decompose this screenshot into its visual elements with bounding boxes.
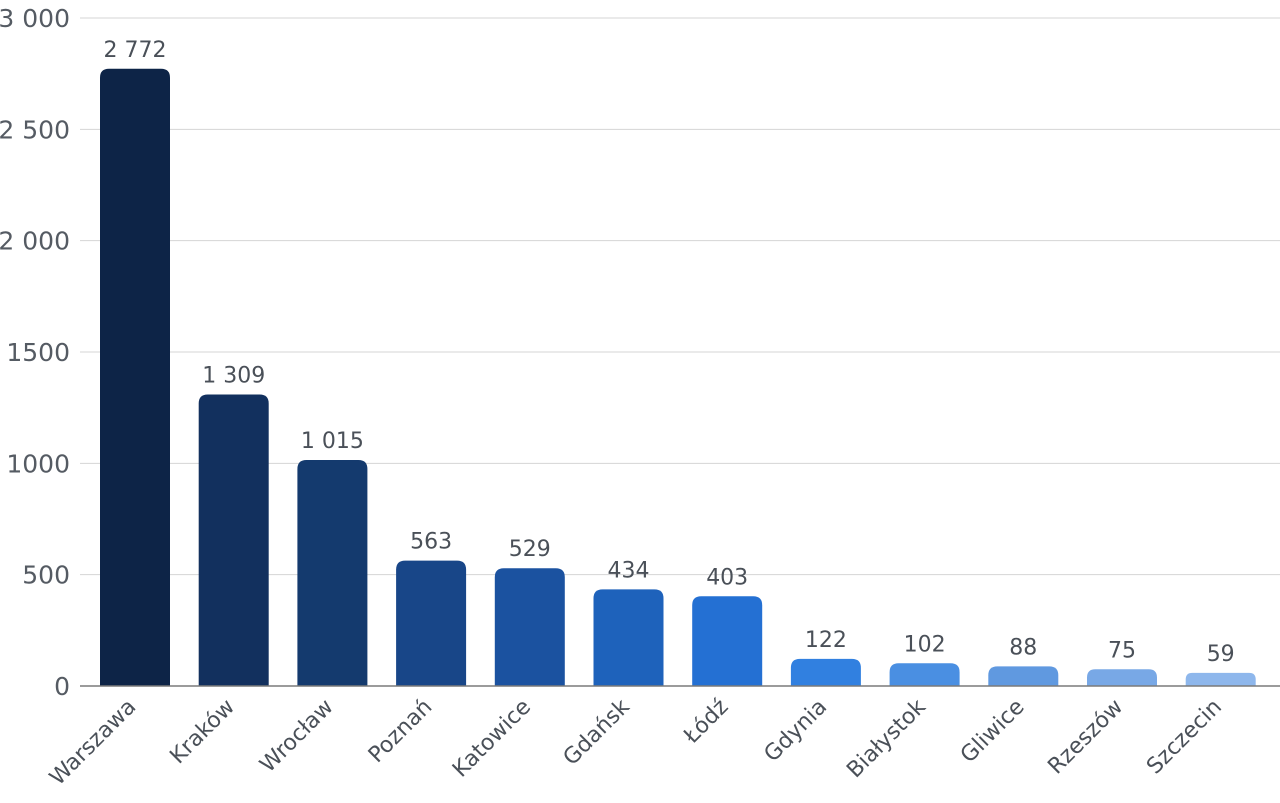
bar [297, 459, 368, 686]
y-tick-label: 1500 [6, 338, 70, 367]
x-category-label: Szczecin [1142, 695, 1227, 780]
x-category-label: Łódź [679, 695, 734, 750]
data-label: 102 [904, 632, 946, 657]
x-category-label: Gdynia [760, 695, 833, 768]
gridlines [80, 17, 1280, 576]
bar [1087, 669, 1157, 686]
bar [988, 666, 1059, 686]
x-category-label: Wrocław [255, 695, 338, 778]
x-category-label: Katowice [448, 695, 536, 783]
data-label: 2 772 [104, 38, 167, 63]
x-category-label: Rzeszów [1044, 695, 1129, 780]
bar [889, 663, 960, 686]
data-labels: 2 772 1 309 1 015 563 529 434 403 122 102 88 75 59 [104, 38, 1235, 667]
bar [790, 658, 861, 686]
data-label: 529 [509, 537, 551, 562]
data-label: 1 309 [202, 364, 265, 389]
data-label: 1 015 [301, 429, 364, 454]
bar [494, 568, 565, 686]
y-tick-label: 2 500 [0, 115, 70, 144]
bar [593, 589, 664, 686]
y-tick-label: 1000 [6, 449, 70, 478]
data-label: 88 [1009, 635, 1037, 660]
x-category-label: Poznań [364, 695, 437, 768]
x-axis-labels: Warszawa Kraków Wrocław Poznań Katowice Gdańs… [45, 694, 1227, 790]
x-category-label: Gliwice [956, 695, 1030, 769]
bar [1185, 672, 1256, 686]
x-category-label: Gdańsk [559, 694, 635, 770]
data-label: 434 [608, 558, 650, 583]
x-category-label: Kraków [165, 695, 240, 770]
bar [100, 68, 170, 686]
data-label: 75 [1108, 638, 1136, 663]
y-axis-ticks: 0 500 1000 1500 2 000 2 500 3 000 [0, 4, 70, 701]
data-label: 403 [706, 565, 748, 590]
data-label: 122 [805, 628, 847, 653]
y-tick-label: 0 [54, 672, 70, 701]
data-label: 59 [1207, 642, 1235, 667]
bar [692, 596, 763, 686]
y-tick-label: 2 000 [0, 227, 70, 256]
bars [100, 68, 1256, 686]
y-tick-label: 500 [22, 561, 70, 590]
bar [198, 394, 269, 686]
bar [396, 560, 467, 686]
x-category-label: Warszawa [45, 695, 141, 791]
x-category-label: Białystok [842, 694, 931, 783]
y-tick-label: 3 000 [0, 4, 70, 33]
data-label: 563 [410, 530, 452, 555]
